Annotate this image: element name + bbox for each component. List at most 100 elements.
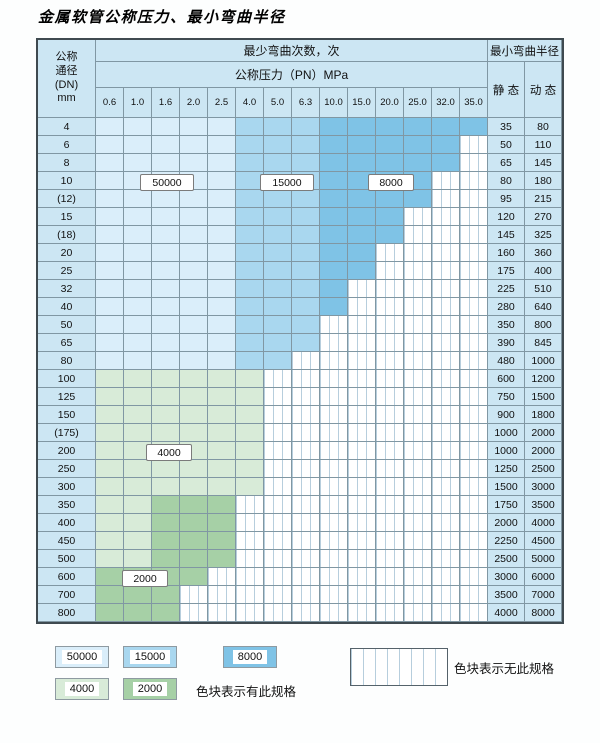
bend-count-header: 最少弯曲次数，次 (96, 40, 488, 62)
spec-cell-empty (404, 496, 432, 514)
spec-cell-b2 (236, 118, 264, 136)
spec-cell-b3 (320, 136, 348, 154)
spec-cell-empty (320, 406, 348, 424)
spec-cell-b3 (404, 118, 432, 136)
spec-cell-g1 (96, 550, 124, 568)
spec-cell-empty (432, 172, 460, 190)
spec-cell-empty (460, 442, 488, 460)
spec-cell-b1 (152, 352, 180, 370)
spec-cell-b3 (348, 208, 376, 226)
dynamic-radius-value: 80 (525, 118, 562, 136)
legend-chip-50000: 50000 (55, 646, 109, 668)
spec-cell-b3 (348, 262, 376, 280)
spec-cell-g1 (208, 370, 236, 388)
spec-cell-b3 (376, 154, 404, 172)
spec-cell-b1 (96, 316, 124, 334)
spec-cell-g2 (180, 532, 208, 550)
spec-cell-b2 (236, 352, 264, 370)
spec-cell-empty (376, 262, 404, 280)
spec-cell-empty (348, 316, 376, 334)
spec-cell-empty (404, 262, 432, 280)
spec-cell-empty (292, 514, 320, 532)
spec-cell-empty (404, 352, 432, 370)
dynamic-radius-value: 6000 (525, 568, 562, 586)
spec-cell-b2 (236, 280, 264, 298)
static-radius-value: 1000 (488, 442, 525, 460)
spec-cell-empty (404, 550, 432, 568)
spec-cell-empty (404, 442, 432, 460)
spec-cell-b2 (236, 190, 264, 208)
spec-cell-b1 (180, 226, 208, 244)
spec-cell-empty (264, 406, 292, 424)
legend-chip-50000-label: 50000 (61, 650, 103, 664)
spec-cell-empty (404, 334, 432, 352)
dynamic-radius-value: 2500 (525, 460, 562, 478)
spec-cell-empty (348, 388, 376, 406)
spec-cell-g1 (96, 514, 124, 532)
spec-cell-b1 (180, 298, 208, 316)
dn-header: 公称 通径 (DN) mm (38, 40, 96, 118)
spec-cell-empty (264, 388, 292, 406)
spec-cell-g2 (96, 586, 124, 604)
spec-cell-b3 (376, 118, 404, 136)
spec-cell-b2 (236, 316, 264, 334)
dn-value: (18) (38, 226, 96, 244)
dn-value: 20 (38, 244, 96, 262)
spec-cell-empty (292, 406, 320, 424)
spec-cell-empty (432, 262, 460, 280)
spec-cell-empty (404, 244, 432, 262)
static-radius-value: 95 (488, 190, 525, 208)
static-radius-value: 280 (488, 298, 525, 316)
dynamic-radius-value: 640 (525, 298, 562, 316)
spec-cell-g1 (124, 496, 152, 514)
pressure-value: 0.6 (96, 88, 124, 118)
legend-no-spec-text: 色块表示无此规格 (454, 662, 555, 676)
spec-cell-b3 (432, 118, 460, 136)
spec-cell-b1 (152, 316, 180, 334)
spec-cell-b2 (264, 352, 292, 370)
spec-cell-b2 (292, 334, 320, 352)
spec-cell-b1 (180, 244, 208, 262)
spec-cell-empty (236, 604, 264, 622)
spec-cell-g1 (96, 532, 124, 550)
static-radius-value: 750 (488, 388, 525, 406)
static-radius-value: 80 (488, 172, 525, 190)
spec-cell-empty (264, 460, 292, 478)
spec-cell-b1 (208, 190, 236, 208)
pressure-header: 公称压力（PN）MPa (96, 62, 488, 88)
dynamic-header: 动 态 (525, 62, 562, 118)
spec-cell-b1 (208, 334, 236, 352)
spec-cell-b1 (208, 352, 236, 370)
static-radius-value: 145 (488, 226, 525, 244)
spec-cell-b2 (264, 316, 292, 334)
spec-cell-empty (264, 478, 292, 496)
spec-cell-b1 (124, 280, 152, 298)
spec-cell-b1 (124, 136, 152, 154)
spec-cell-b3 (376, 190, 404, 208)
dynamic-radius-value: 1000 (525, 352, 562, 370)
spec-cell-b2 (236, 244, 264, 262)
dn-value: 40 (38, 298, 96, 316)
cycle-label-4000: 4000 (146, 444, 192, 461)
spec-cell-empty (432, 316, 460, 334)
spec-cell-g1 (124, 514, 152, 532)
spec-cell-empty (348, 280, 376, 298)
spec-cell-empty (460, 424, 488, 442)
spec-cell-g1 (180, 370, 208, 388)
spec-cell-empty (432, 334, 460, 352)
spec-cell-empty (460, 136, 488, 154)
spec-cell-empty (180, 604, 208, 622)
spec-cell-empty (292, 424, 320, 442)
spec-cell-b1 (124, 226, 152, 244)
spec-cell-b2 (236, 226, 264, 244)
pressure-value: 20.0 (376, 88, 404, 118)
dynamic-radius-value: 800 (525, 316, 562, 334)
spec-cell-b3 (376, 226, 404, 244)
legend-chip-2000: 2000 (123, 678, 177, 700)
spec-cell-empty (460, 262, 488, 280)
static-radius-value: 350 (488, 316, 525, 334)
spec-cell-empty (460, 172, 488, 190)
dn-value: 65 (38, 334, 96, 352)
dn-value: 10 (38, 172, 96, 190)
spec-cell-g1 (236, 388, 264, 406)
